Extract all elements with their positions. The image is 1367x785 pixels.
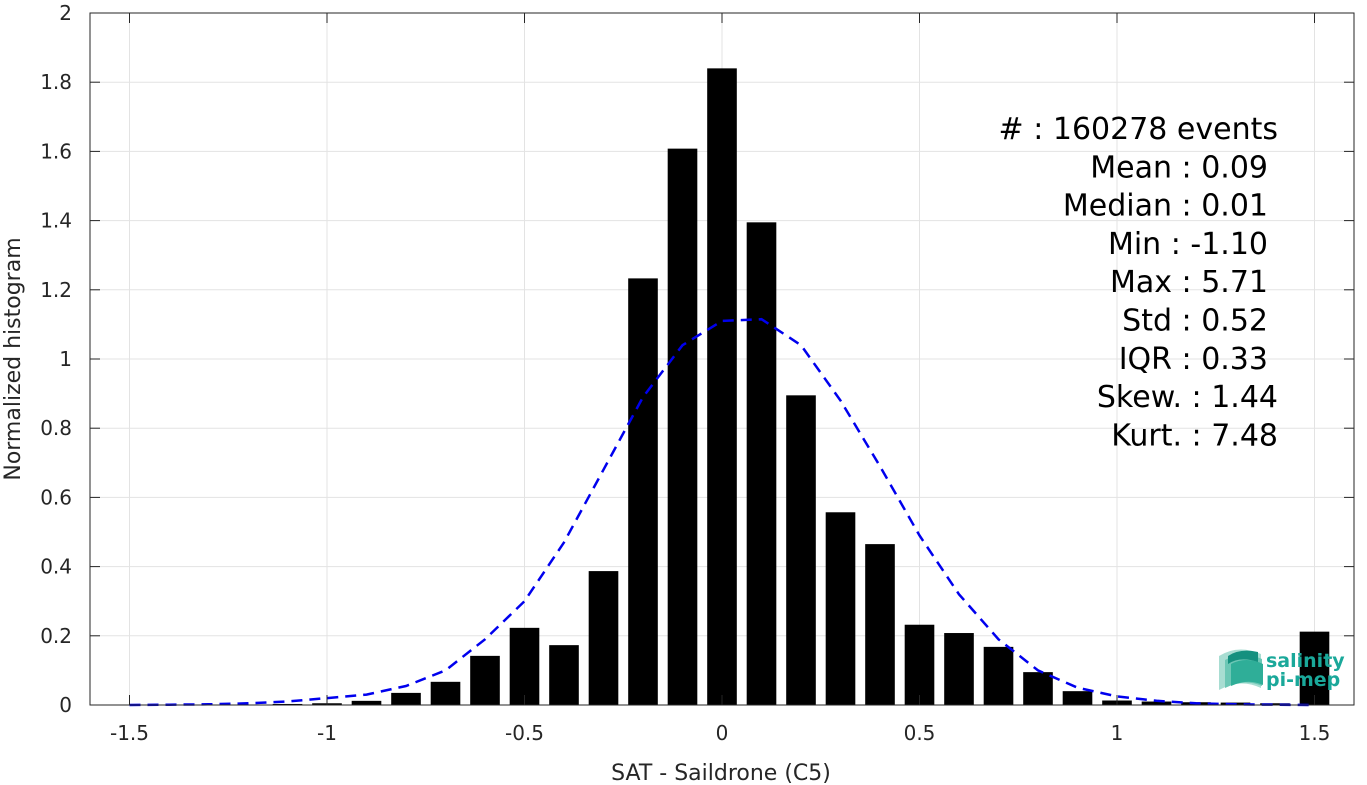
histogram-bar bbox=[865, 544, 895, 705]
y-tick-label: 1.8 bbox=[40, 70, 72, 94]
y-tick-label: 1.2 bbox=[40, 278, 72, 302]
histogram-bar bbox=[746, 222, 777, 705]
histogram-bar bbox=[904, 624, 935, 705]
tick-labels: -1.5 -1 -0.5 0 0.5 1 1.5 0 0.2 0.4 0.6 0.8 1 1.2 1.4 1.… bbox=[40, 1, 1330, 745]
y-tick-label: 0.6 bbox=[40, 485, 72, 509]
histogram-bar bbox=[1141, 701, 1172, 705]
stat-line: Mean : 0.09 bbox=[1090, 150, 1268, 185]
x-tick-label: -1.5 bbox=[110, 721, 149, 745]
y-tick-label: 0.2 bbox=[40, 624, 72, 648]
histogram-bar bbox=[707, 68, 737, 706]
x-tick-label: 1 bbox=[1111, 721, 1124, 745]
histogram-bar bbox=[430, 681, 461, 705]
stat-line: Kurt. : 7.48 bbox=[1111, 418, 1278, 453]
stat-line: Max : 5.71 bbox=[1110, 265, 1268, 300]
y-tick-label: 1.6 bbox=[40, 139, 72, 163]
stat-line: Std : 0.52 bbox=[1122, 304, 1268, 339]
y-tick-label: 0.4 bbox=[40, 555, 72, 579]
stat-line: Skew. : 1.44 bbox=[1097, 380, 1278, 415]
salinity-pimep-logo: salinity pi-mep bbox=[1219, 649, 1345, 691]
histogram-bar bbox=[786, 395, 816, 705]
histogram-bar bbox=[588, 571, 619, 705]
histogram-bar bbox=[983, 646, 1014, 705]
stat-line: # : 160278 events bbox=[999, 112, 1278, 147]
y-tick-label: 1.4 bbox=[40, 209, 72, 233]
logo-line1: salinity bbox=[1266, 650, 1345, 672]
y-tick-label: 1 bbox=[59, 347, 72, 371]
logo-waves-icon bbox=[1219, 649, 1263, 690]
x-tick-label: 0 bbox=[716, 721, 729, 745]
histogram-bar bbox=[391, 692, 421, 705]
x-tick-label: -1 bbox=[317, 721, 337, 745]
histogram-bar bbox=[470, 655, 500, 705]
histogram-bar bbox=[825, 512, 856, 705]
x-tick-label: 0.5 bbox=[904, 721, 936, 745]
y-tick-label: 0 bbox=[59, 693, 72, 717]
histogram-bar bbox=[351, 700, 382, 705]
y-tick-label: 2 bbox=[59, 1, 72, 25]
histogram-bar bbox=[1023, 672, 1053, 705]
stat-line: IQR : 0.33 bbox=[1119, 342, 1268, 377]
x-tick-label: -0.5 bbox=[505, 721, 544, 745]
histogram-bar bbox=[272, 703, 303, 705]
histogram-bar bbox=[944, 633, 974, 705]
histogram-bar bbox=[1062, 691, 1093, 705]
stat-line: Median : 0.01 bbox=[1063, 189, 1268, 224]
logo-line2: pi-mep bbox=[1266, 669, 1340, 691]
histogram-bar bbox=[628, 278, 658, 705]
y-tick-label: 0.8 bbox=[40, 416, 72, 440]
x-tick-label: 1.5 bbox=[1299, 721, 1331, 745]
histogram-bar bbox=[667, 148, 698, 705]
axes bbox=[89, 12, 1355, 706]
histogram-bar bbox=[549, 645, 579, 705]
histogram-bars bbox=[272, 68, 1330, 706]
y-axis-label: Normalized histogram bbox=[1, 237, 26, 480]
histogram-bar bbox=[509, 627, 540, 705]
histogram-bar bbox=[1260, 703, 1290, 705]
x-axis-label: SAT - Saildrone (C5) bbox=[611, 761, 831, 785]
histogram-bar bbox=[1299, 631, 1330, 705]
stat-line: Min : -1.10 bbox=[1108, 227, 1268, 262]
